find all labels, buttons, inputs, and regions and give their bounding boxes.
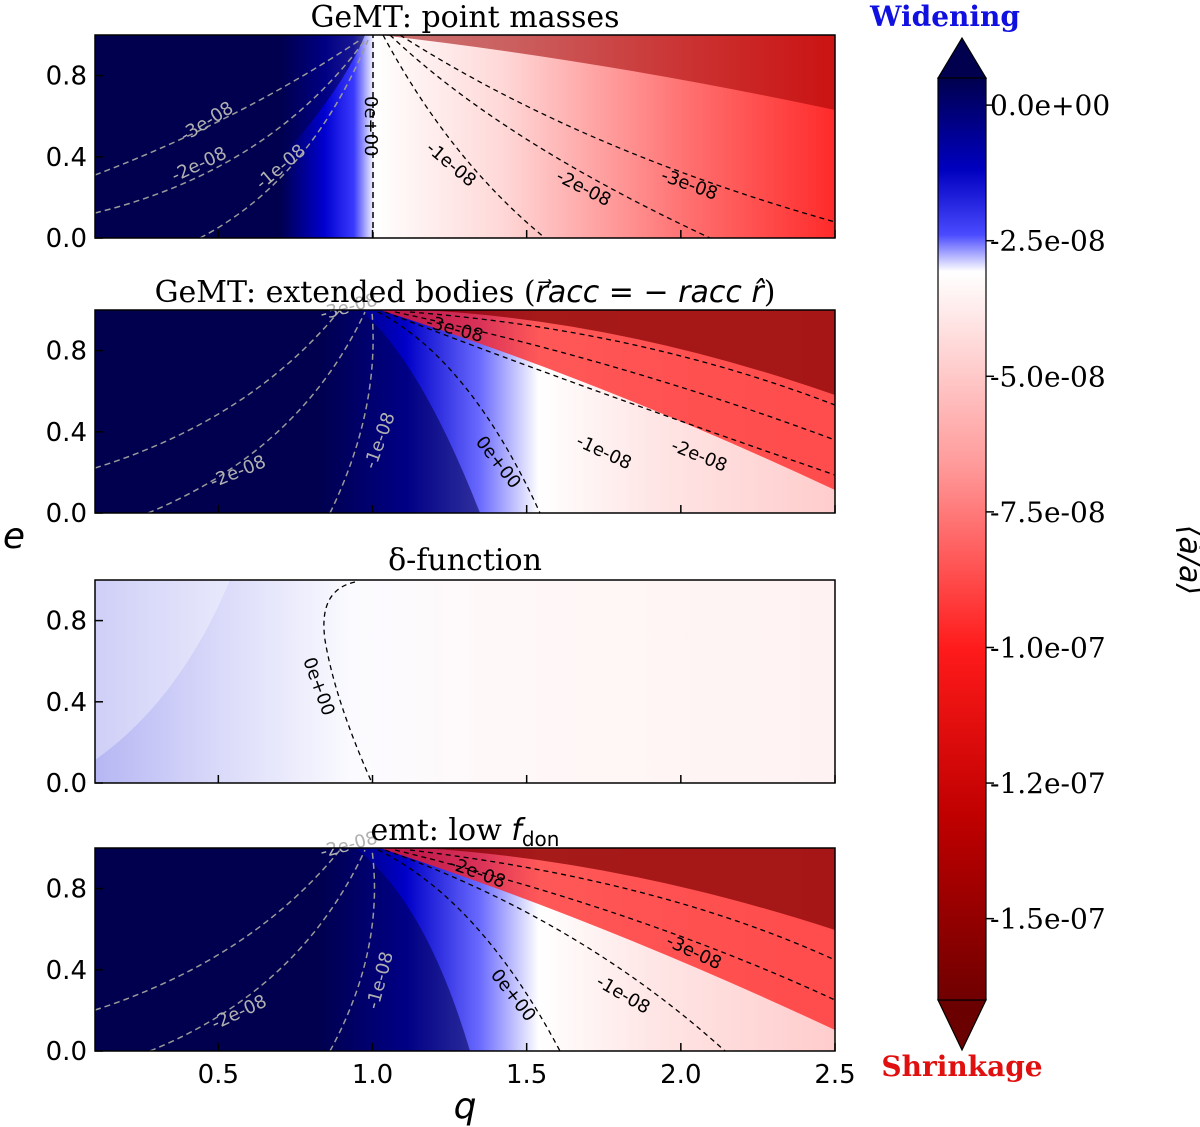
contour-black: [384, 849, 726, 1051]
y-tick-label: 0.8: [46, 337, 87, 367]
x-tick-label: 1.0: [352, 1060, 393, 1090]
panel-title: GeMT: extended bodies (r⃗acc = − racc r̂…: [155, 275, 776, 310]
title-end: ): [764, 275, 776, 310]
contour-black: [377, 849, 561, 1051]
contour-black: [382, 35, 546, 238]
heatmap-dark-region: [95, 310, 480, 513]
y-tick-label: 0.8: [46, 607, 87, 637]
axes-frame: [94, 847, 836, 1052]
colorbar-tick-label: -5.0e-08: [990, 360, 1106, 393]
contour-gray: [95, 310, 341, 469]
y-tick-label: 0.4: [46, 688, 87, 718]
y-tick-label: 0.4: [46, 418, 87, 448]
colorbar-label: ⟨ȧ/a⟩: [1172, 525, 1200, 595]
x-tick-label: 1.5: [506, 1060, 547, 1090]
y-tick-label: 0.4: [46, 956, 87, 986]
contour-gray: [95, 39, 366, 214]
x-axis-label: q: [454, 1086, 477, 1127]
shrinkage-label: Shrinkage: [881, 1050, 1042, 1083]
contour-gray: [329, 311, 374, 513]
contour-label: 0e+00: [360, 96, 381, 157]
contour-gray: [329, 849, 376, 1051]
x-tick-label: 0.5: [198, 1060, 239, 1090]
y-tick-label: 0.0: [46, 224, 87, 254]
panel-title: GeMT: point masses: [310, 0, 619, 35]
x-tick-label: 2.5: [814, 1060, 855, 1090]
y-tick-label: 0.8: [46, 875, 87, 905]
colorbar-tick-label: -1.0e-07: [990, 631, 1106, 664]
heatmap-dark-region: [95, 35, 365, 238]
y-tick-label: 0.4: [46, 143, 87, 173]
colorbar-bottom-extend: [937, 999, 987, 1052]
axes-frame: [94, 34, 836, 239]
panel-delta-function: 0e+00 δ-function: [94, 543, 836, 784]
heatmap-dark-region: [380, 35, 835, 110]
heatmap-dark-region: [420, 848, 835, 930]
contour-gray: [147, 311, 366, 513]
title-text: emt: low: [371, 813, 512, 848]
heatmap-dark-region: [95, 848, 470, 1051]
panel-title: δ-function: [388, 543, 542, 578]
y-tick-label: 0.0: [46, 499, 87, 529]
panel-point-masses: -3e-08 -2e-08 -1e-08 0e+00 -1e-08 -2e-08…: [94, 0, 836, 239]
panel-extended-bodies: -3e-08 -2e-08 -1e-08 0e+00 -1e-08 -2e-08…: [94, 275, 836, 514]
y-tick-label: 0.8: [46, 62, 87, 92]
colorbar-tick-label: -1.5e-07: [990, 903, 1106, 936]
contour-black: [409, 849, 835, 961]
widening-label: Widening: [869, 0, 1020, 33]
y-tick-label: 0.0: [46, 769, 87, 799]
colorbar-tick-label: -7.5e-08: [990, 496, 1106, 529]
colorbar-tick-label: -2.5e-08: [990, 225, 1106, 258]
title-math: r⃗acc = − racc r̂: [536, 275, 766, 310]
axis-ticks: 0.0 0.4 0.8 0.0 0.4 0.8 0.0 0.4 0.8 0.5 1.0 1.5 2.0 2…: [46, 62, 856, 1090]
axes-frame: [94, 309, 836, 514]
axes-frame: [94, 579, 836, 784]
colorbar: 0.0e+00 -2.5e-08 -5.0e-08 -7.5e-08 -1.0e-07 -…: [869, 0, 1200, 1083]
contour-gray: [199, 39, 369, 238]
contour-black: [394, 849, 835, 1001]
heatmap-dark-region: [420, 310, 835, 395]
colorbar-top-extend: [936, 36, 988, 79]
contour-black: [323, 581, 373, 783]
contour-black: [394, 311, 835, 441]
title-sub: don: [522, 827, 560, 851]
colorbar-tick-label: 0.0e+00: [990, 89, 1110, 122]
title-text: GeMT: extended bodies (: [155, 275, 536, 310]
panel-emt-low-fdon: -2e-08 -2e-08 -1e-08 0e+00 -2e-08 -3e-08…: [94, 813, 836, 1052]
colorbar-bar: [937, 77, 987, 1001]
contour-black: [409, 311, 835, 406]
contour-gray: [149, 849, 366, 1051]
x-tick-label: 2.0: [660, 1060, 701, 1090]
contour-gray: [95, 39, 361, 176]
contour-black: [377, 311, 541, 513]
colorbar-ticks: 0.0e+00 -2.5e-08 -5.0e-08 -7.5e-08 -1.0e-07 -…: [986, 89, 1110, 936]
panel-title: emt: low fdon: [371, 813, 560, 851]
heatmap-fill: [95, 580, 835, 783]
colorbar-tick-label: -1.2e-07: [990, 767, 1106, 800]
y-tick-label: 0.0: [46, 1037, 87, 1067]
contour-gray: [95, 849, 341, 1011]
y-axis-label: e: [3, 516, 25, 557]
heatmap-light-region: [95, 580, 230, 760]
